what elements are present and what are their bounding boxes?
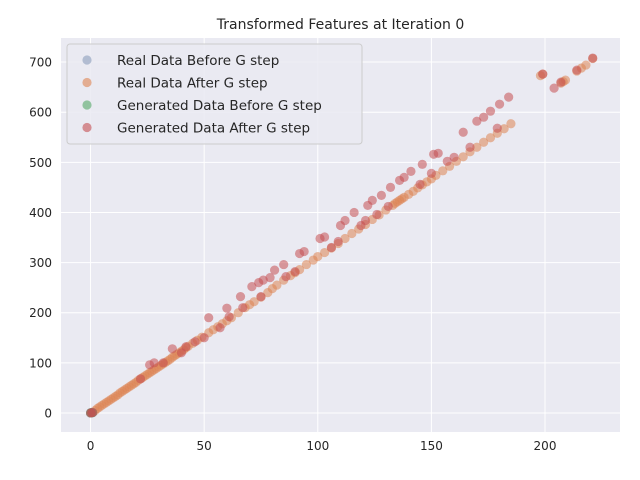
y-tick-label: 600	[29, 106, 52, 120]
legend-label: Generated Data After G step	[117, 121, 310, 137]
data-point	[88, 407, 98, 418]
data-point	[333, 236, 343, 247]
legend-box	[66, 43, 363, 145]
legend: Real Data Before G step Real Data After G…	[66, 43, 363, 145]
data-point	[204, 313, 214, 323]
data-point	[349, 207, 359, 218]
legend-marker	[82, 122, 92, 133]
data-point	[319, 232, 330, 242]
data-point	[417, 159, 427, 169]
data-point	[572, 65, 582, 75]
data-point	[479, 137, 489, 147]
data-point	[376, 190, 387, 200]
y-tick-label: 400	[29, 206, 52, 220]
data-point	[581, 60, 591, 70]
data-point	[458, 127, 468, 137]
data-point	[415, 179, 425, 189]
data-point	[215, 323, 225, 333]
legend-marker	[82, 100, 92, 110]
data-point	[485, 133, 496, 143]
data-point	[438, 166, 448, 176]
data-point	[301, 259, 312, 270]
data-point	[556, 77, 566, 87]
data-point	[224, 312, 234, 322]
data-point	[347, 228, 357, 239]
data-point	[442, 156, 452, 166]
data-point	[135, 374, 146, 384]
data-point	[181, 342, 191, 352]
legend-marker	[82, 55, 92, 65]
y-tick-label: 0	[44, 406, 52, 420]
data-point	[458, 152, 468, 162]
data-point	[492, 123, 502, 133]
x-tick-label: 50	[197, 439, 212, 453]
data-point	[494, 99, 505, 109]
chart-title: Transformed Features at Iteration 0	[216, 17, 465, 33]
data-point	[465, 142, 475, 152]
legend-label: Generated Data Before G step	[117, 98, 322, 114]
legend-label: Real Data Before G step	[117, 53, 279, 69]
x-tick-labels: 0 50 100 150 200	[87, 439, 557, 453]
data-point	[340, 215, 350, 226]
x-tick-label: 200	[534, 439, 557, 453]
data-point	[399, 172, 409, 182]
data-point	[256, 292, 266, 302]
data-point	[272, 280, 282, 290]
data-point	[479, 112, 489, 122]
data-point	[313, 251, 323, 262]
data-point	[485, 106, 496, 116]
data-point	[299, 246, 309, 257]
x-tick-label: 150	[420, 439, 443, 453]
y-tick-label: 100	[29, 356, 52, 370]
data-point	[249, 297, 259, 307]
data-point	[504, 92, 514, 102]
data-point	[426, 168, 436, 178]
data-point	[385, 182, 396, 192]
legend-label: Real Data After G step	[117, 76, 268, 92]
y-tick-label: 500	[29, 156, 52, 170]
data-point	[406, 166, 416, 176]
data-point	[372, 209, 382, 220]
y-tick-label: 700	[29, 56, 52, 70]
data-point	[158, 358, 168, 368]
legend-marker	[82, 77, 92, 88]
data-point	[319, 247, 330, 258]
data-point	[472, 142, 482, 152]
y-tick-label: 300	[29, 256, 52, 270]
data-point	[238, 303, 248, 313]
data-point	[367, 195, 377, 206]
data-point	[270, 265, 280, 275]
series-3	[85, 53, 598, 418]
data-point	[360, 215, 371, 226]
data-point	[281, 272, 291, 282]
data-point	[549, 83, 559, 93]
x-tick-label: 100	[306, 439, 329, 453]
data-point	[190, 337, 200, 347]
data-point	[235, 292, 246, 302]
data-point	[279, 259, 289, 270]
data-point	[222, 303, 232, 313]
data-point	[506, 119, 516, 129]
data-point	[433, 148, 443, 158]
data-point	[383, 201, 393, 212]
data-point	[588, 53, 598, 63]
data-point	[199, 333, 209, 343]
data-point	[326, 242, 337, 253]
data-point	[449, 152, 459, 162]
data-point	[290, 266, 300, 277]
data-point	[538, 69, 548, 79]
y-tick-label: 200	[29, 306, 52, 320]
data-point	[499, 124, 509, 134]
data-point	[149, 358, 159, 368]
data-point	[265, 273, 275, 283]
data-point	[472, 116, 482, 126]
data-point	[167, 344, 177, 354]
data-point	[247, 282, 257, 292]
y-tick-labels: 0 100 200 300 400 500 600 700	[29, 56, 52, 421]
x-tick-label: 0	[87, 439, 95, 453]
data-points	[85, 53, 598, 418]
